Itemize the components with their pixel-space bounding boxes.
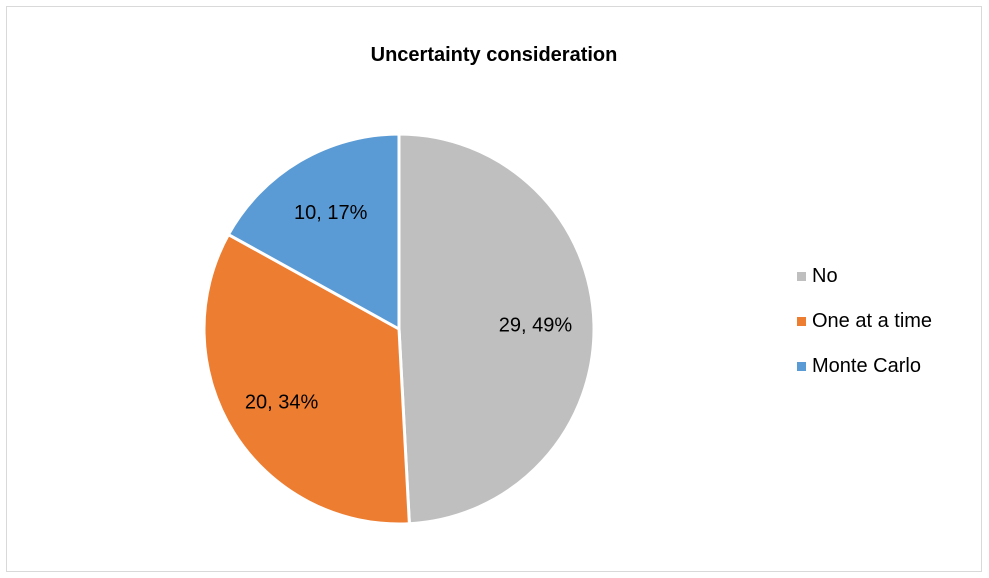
pie-slice-monte-carlo [226, 132, 401, 331]
legend: No One at a time Monte Carlo [797, 264, 932, 399]
data-label-monte-carlo: 10, 17% [294, 202, 368, 224]
legend-swatch-monte-carlo [797, 361, 806, 371]
data-label-one-at-a-time: 20, 34% [245, 391, 319, 413]
data-label-no: 29, 49% [499, 314, 573, 336]
legend-label-one-at-a-time: One at a time [812, 309, 933, 332]
legend-item-no: No [797, 264, 932, 288]
legend-label-no: No [812, 264, 838, 287]
legend-label-monte-carlo: Monte Carlo [812, 354, 921, 377]
legend-swatch-no [797, 271, 806, 281]
chart-title: Uncertainty consideration [370, 44, 618, 66]
legend-swatch-one-at-a-time [797, 316, 806, 326]
legend-item-one-at-a-time: One at a time [797, 309, 932, 333]
pie-slice-no [397, 132, 596, 526]
legend-item-monte-carlo: Monte Carlo [797, 354, 932, 378]
